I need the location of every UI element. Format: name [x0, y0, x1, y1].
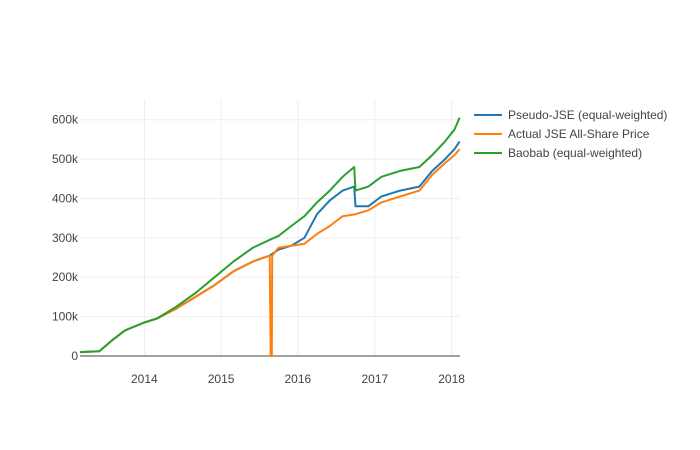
legend-label: Baobab (equal-weighted) [508, 146, 642, 160]
legend-label: Pseudo-JSE (equal-weighted) [508, 108, 667, 122]
y-tick-label: 400k [52, 191, 79, 205]
legend-item[interactable]: Actual JSE All-Share Price [474, 127, 650, 141]
y-tick-label: 100k [52, 310, 79, 324]
series-line-3 [79, 117, 461, 354]
x-tick-label: 2017 [361, 372, 388, 386]
legend-item[interactable]: Pseudo-JSE (equal-weighted) [474, 108, 667, 122]
y-tick-label: 300k [52, 231, 79, 245]
y-tick-label: 600k [52, 113, 79, 127]
y-tick-label: 500k [52, 152, 79, 166]
series-lines [79, 117, 461, 357]
x-tick-label: 2014 [131, 372, 158, 386]
y-tick-label: 200k [52, 270, 79, 284]
legend[interactable]: Pseudo-JSE (equal-weighted) Actual JSE Al… [474, 108, 667, 160]
x-tick-label: 2018 [438, 372, 465, 386]
y-tick-label: 0 [71, 349, 78, 363]
legend-item[interactable]: Baobab (equal-weighted) [474, 146, 642, 160]
x-tick-label: 2016 [285, 372, 312, 386]
legend-label: Actual JSE All-Share Price [508, 127, 650, 141]
grid [80, 100, 460, 356]
axes: 0 100k 200k 300k 400k 500k 600k 2014 2015 2016 201… [52, 113, 465, 386]
x-tick-label: 2015 [208, 372, 235, 386]
